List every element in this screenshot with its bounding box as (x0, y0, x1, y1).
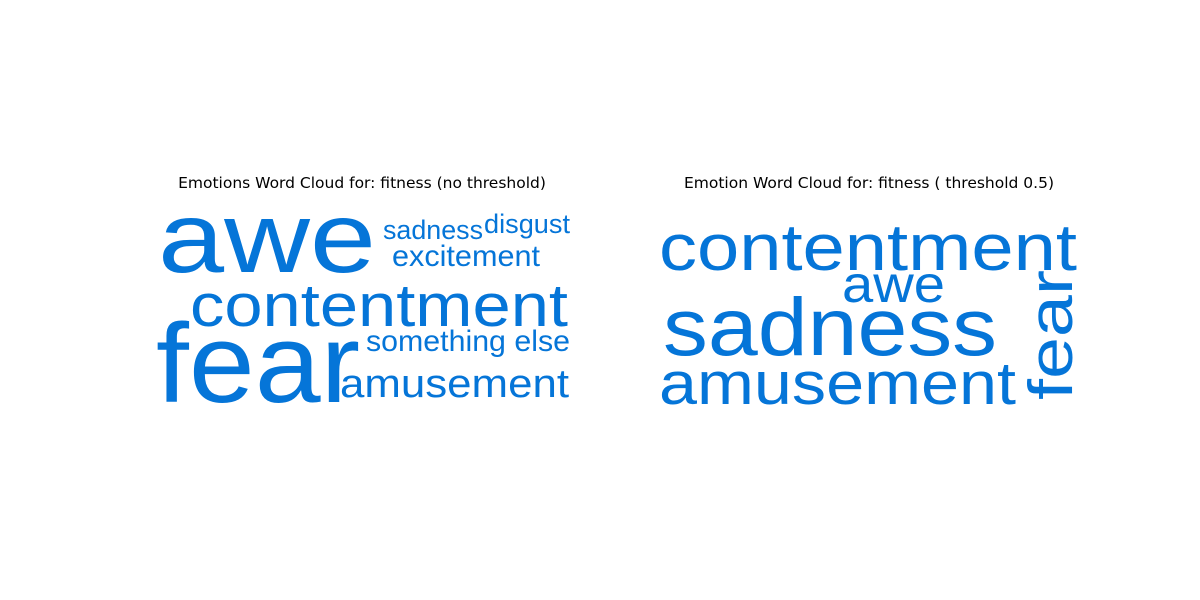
word-amusement: amusement (659, 350, 1016, 417)
word-sadness: sadness (383, 215, 483, 245)
word-awe: awe (842, 256, 945, 314)
word-contentment: contentment (659, 210, 1077, 284)
word-sadness: sadness (663, 282, 997, 373)
right-chart-title: Emotion Word Cloud for: fitness ( thresh… (683, 174, 1055, 192)
word-something-else: something else (366, 325, 570, 358)
left-chart-title: Emotions Word Cloud for: fitness (no thr… (178, 174, 546, 192)
word-awe: awe (158, 182, 376, 294)
word-fear: fear (156, 301, 360, 426)
word-disgust: disgust (484, 209, 570, 239)
word-contentment: contentment (190, 272, 568, 339)
word-excitement: excitement (392, 240, 541, 273)
word-amusement: amusement (340, 362, 569, 406)
word-fear: fear (1017, 270, 1086, 400)
